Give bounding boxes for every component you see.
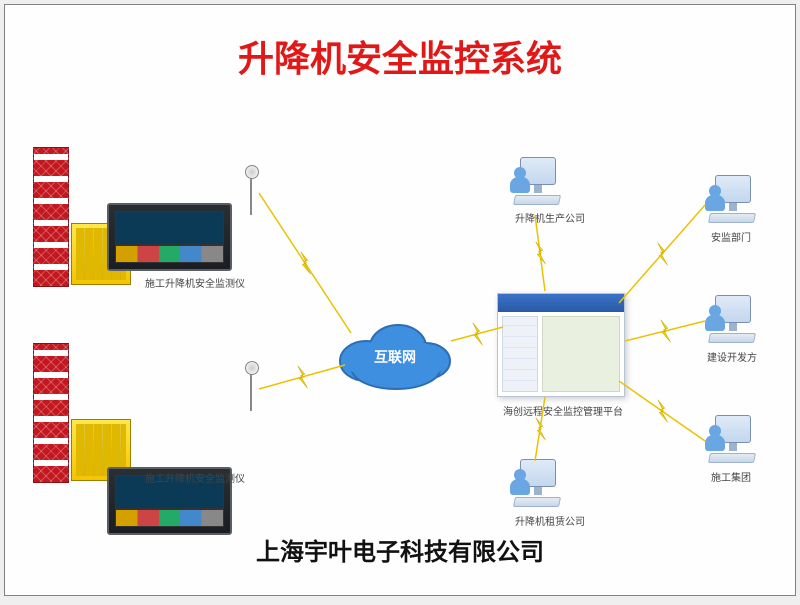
terminal-label: 安监部门 (711, 229, 751, 244)
antenna-icon (243, 361, 259, 411)
terminal-icon (705, 173, 759, 227)
antenna-icon (243, 165, 259, 215)
platform-window-icon (497, 293, 625, 397)
company-footer: 上海宇叶电子科技有限公司 (5, 532, 795, 567)
device-caption: 施工升降机安全监测仪 (145, 470, 245, 485)
terminal-icon (510, 155, 564, 209)
elevator-tower-icon (33, 343, 69, 483)
internet-cloud-icon: 互联网 (330, 317, 460, 398)
terminal-icon (705, 293, 759, 347)
device-caption: 施工升降机安全监测仪 (145, 275, 245, 290)
platform-caption: 海创远程安全监控管理平台 (503, 403, 623, 418)
terminal-label: 升降机租赁公司 (515, 513, 585, 528)
terminal-label: 施工集团 (711, 469, 751, 484)
elevator-tower-icon (33, 147, 69, 287)
terminal-icon (510, 457, 564, 511)
terminal-label: 建设开发方 (707, 349, 757, 364)
cloud-label: 互联网 (330, 347, 460, 367)
diagram-frame: 升降机安全监控系统 上海宇叶电子科技有限公司 施工升降机安全监测仪 施工升降机安… (4, 4, 796, 596)
page-title: 升降机安全监控系统 (5, 30, 795, 82)
terminal-icon (705, 413, 759, 467)
monitor-device-icon (107, 203, 232, 271)
terminal-label: 升降机生产公司 (515, 210, 585, 225)
